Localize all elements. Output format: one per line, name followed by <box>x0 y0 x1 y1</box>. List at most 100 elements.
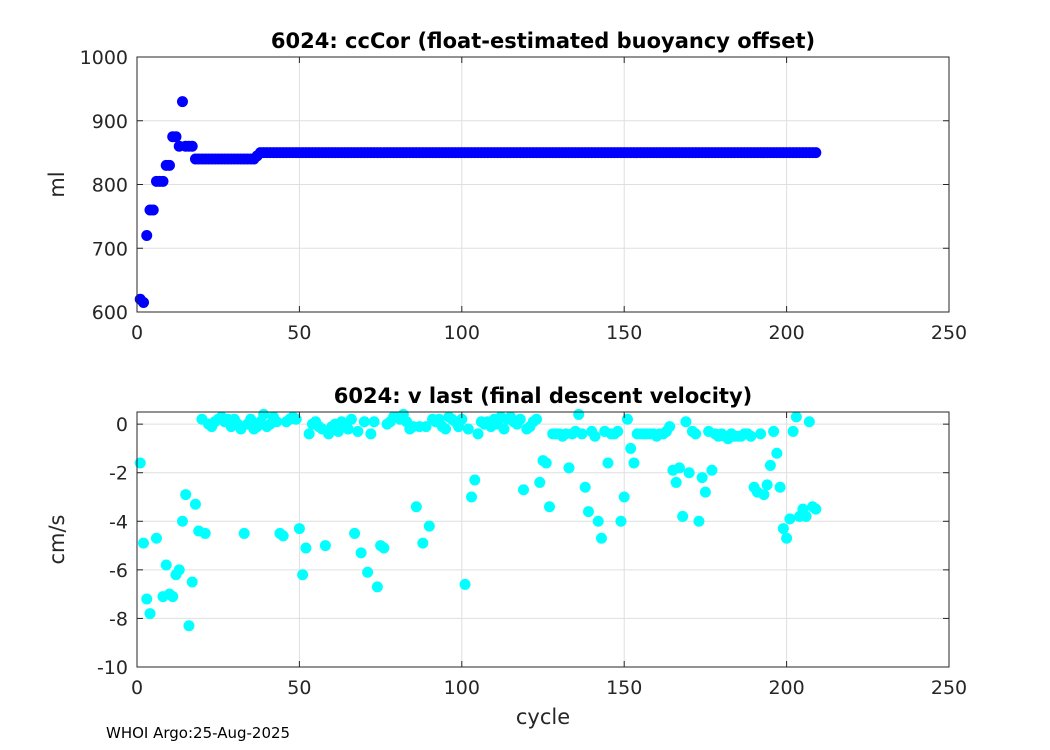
bottom-plot: 0 50 100 150 200 250 -10 -8 -6 -4 -2 0 6024: v last … <box>45 384 967 729</box>
data-point <box>293 523 305 535</box>
data-point <box>761 479 773 491</box>
data-point <box>618 491 630 503</box>
data-point <box>134 457 146 469</box>
data-point <box>621 413 633 425</box>
data-point <box>777 523 789 535</box>
data-point <box>183 620 195 632</box>
data-point <box>186 140 198 152</box>
data-point <box>573 408 585 420</box>
data-point <box>440 423 452 435</box>
data-point <box>774 481 786 493</box>
data-point <box>423 520 435 532</box>
data-point <box>810 503 822 515</box>
data-point <box>784 513 796 525</box>
data-point <box>680 416 692 428</box>
data-point <box>141 230 153 241</box>
y-tick-label: -6 <box>109 560 128 582</box>
data-point <box>271 416 283 428</box>
data-point <box>368 416 380 428</box>
data-point <box>690 428 702 440</box>
x-tick-label: 200 <box>768 677 804 699</box>
x-axis-label: cycle <box>516 705 570 729</box>
data-point <box>417 537 429 549</box>
data-point <box>787 425 799 437</box>
y-tick-label: 600 <box>92 302 128 324</box>
data-point <box>352 425 364 437</box>
data-point <box>683 467 695 479</box>
x-tick-label: 200 <box>768 322 804 344</box>
data-point <box>141 593 153 605</box>
data-point <box>677 510 689 522</box>
data-point <box>160 559 172 571</box>
y-tick-label: -4 <box>109 511 128 533</box>
data-point <box>176 515 188 527</box>
x-tick-label: 250 <box>931 322 967 344</box>
data-point <box>245 413 257 425</box>
data-point <box>745 430 757 442</box>
data-point <box>176 96 188 108</box>
x-tick-label: 0 <box>131 677 143 699</box>
data-point <box>378 542 390 554</box>
data-point <box>699 486 711 498</box>
data-point <box>803 416 815 428</box>
data-point <box>137 537 149 549</box>
x-tick-label: 150 <box>606 322 642 344</box>
data-point <box>332 425 344 437</box>
data-point <box>755 428 767 440</box>
data-point <box>199 527 211 539</box>
data-point <box>589 430 601 442</box>
data-points <box>134 96 822 308</box>
data-point <box>576 428 588 440</box>
data-point <box>469 474 481 486</box>
y-axis-label: cm/s <box>45 514 69 564</box>
chart-title: 6024: ccCor (float-estimated buoyancy of… <box>271 29 815 53</box>
data-point <box>157 175 169 187</box>
data-point <box>362 566 374 578</box>
y-tick-label: 900 <box>92 111 128 133</box>
data-point <box>300 542 312 554</box>
data-point <box>290 413 302 425</box>
data-point <box>466 491 478 503</box>
data-point <box>345 413 357 425</box>
x-tick-label: 100 <box>444 322 480 344</box>
data-point <box>693 515 705 527</box>
data-point <box>498 423 510 435</box>
y-tick-label: -10 <box>97 657 128 679</box>
data-point <box>810 147 822 159</box>
data-point <box>147 204 159 216</box>
data-point <box>579 481 591 493</box>
data-point <box>349 527 361 539</box>
data-point <box>664 421 676 433</box>
x-tick-label: 250 <box>931 677 967 699</box>
data-point <box>189 498 201 510</box>
data-point <box>258 408 270 420</box>
data-point <box>706 464 718 476</box>
data-point <box>592 515 604 527</box>
x-tick-label: 0 <box>131 322 143 344</box>
data-point <box>180 489 192 501</box>
data-point <box>342 423 354 435</box>
data-point <box>163 159 175 171</box>
data-point <box>800 510 812 522</box>
y-tick-label: 1000 <box>80 47 128 69</box>
data-point <box>673 462 685 474</box>
y-tick-label: -2 <box>109 463 128 485</box>
data-point <box>670 476 682 488</box>
y-tick-label: 0 <box>116 414 128 436</box>
data-point <box>696 472 708 484</box>
data-point <box>420 421 432 433</box>
data-point <box>173 564 185 576</box>
x-tick-label: 50 <box>287 322 311 344</box>
data-point <box>410 501 422 513</box>
data-point <box>150 532 162 544</box>
data-point <box>540 457 552 469</box>
data-point <box>781 532 793 544</box>
data-point <box>582 506 594 518</box>
data-point <box>238 527 250 539</box>
data-point <box>277 530 289 542</box>
y-tick-label: 700 <box>92 238 128 260</box>
data-point <box>595 532 607 544</box>
data-point <box>771 447 783 459</box>
data-point <box>358 416 370 428</box>
